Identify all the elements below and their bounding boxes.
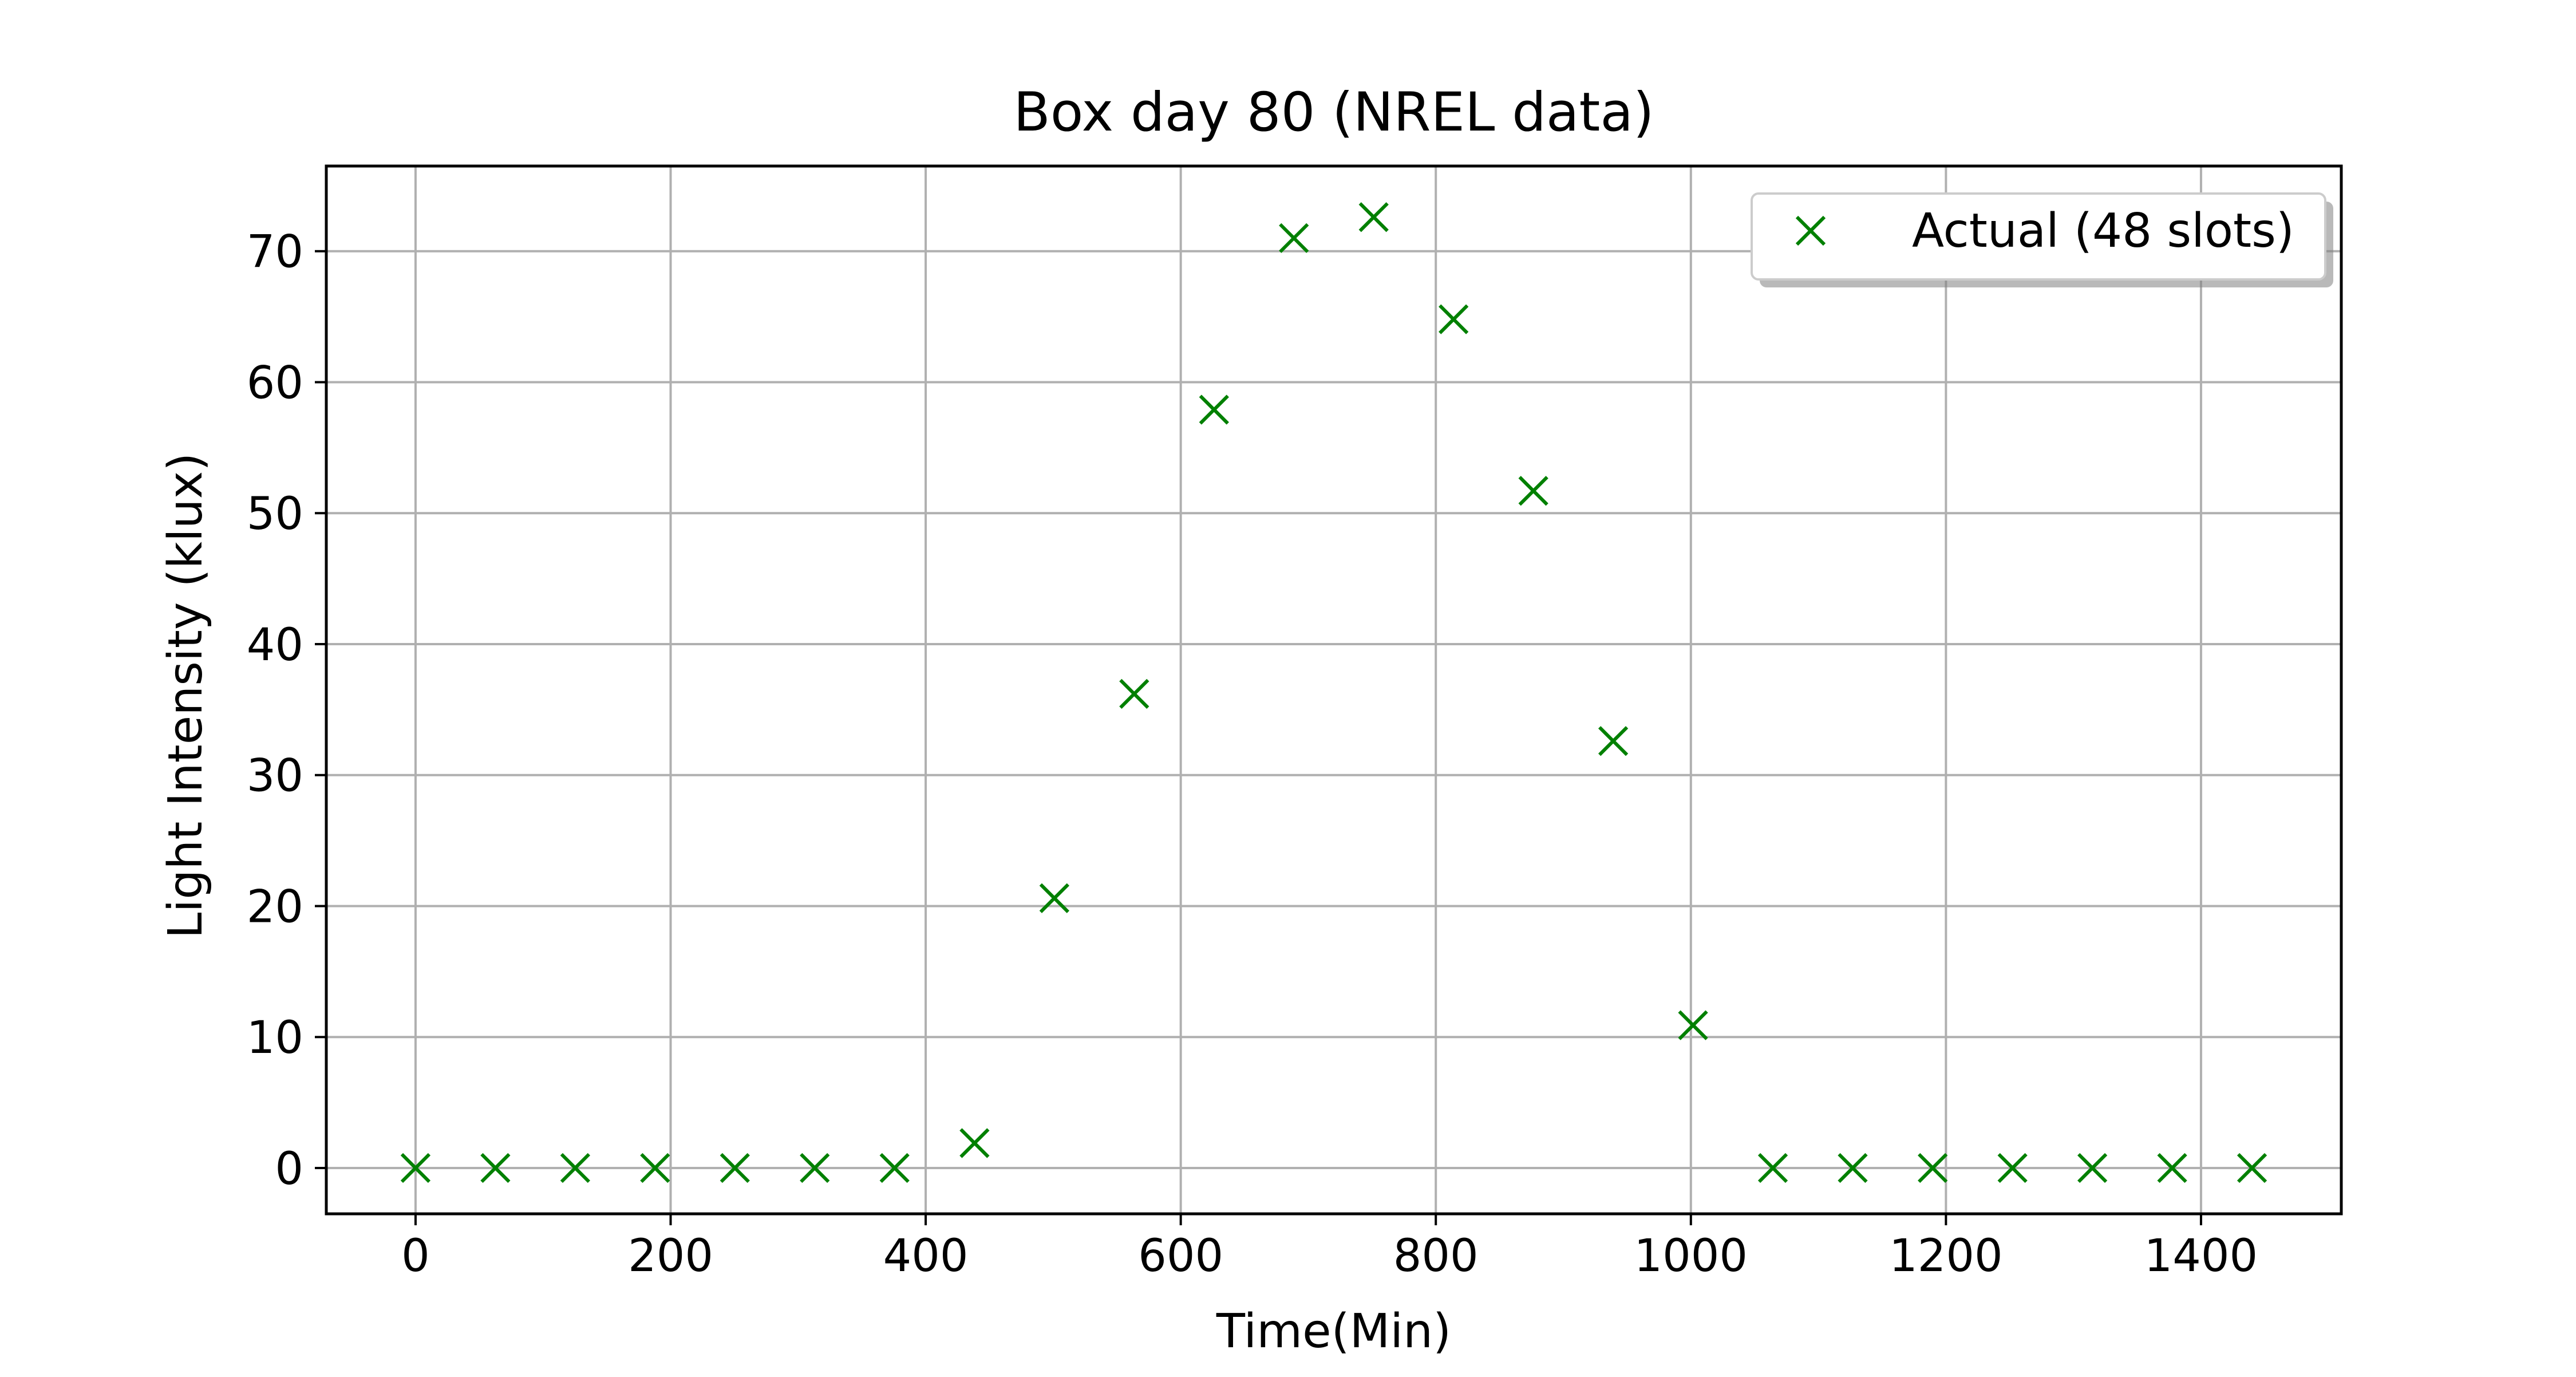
data-point	[560, 1153, 590, 1183]
x-tick-label: 1000	[1634, 1230, 1748, 1282]
grid-lines	[326, 166, 2341, 1214]
data-point	[1678, 1010, 1708, 1040]
x-tick-label: 400	[883, 1230, 969, 1282]
legend-marker-x	[1795, 215, 1826, 246]
y-tick-label: 30	[247, 751, 303, 802]
data-point	[1279, 223, 1309, 253]
data-point	[959, 1128, 990, 1158]
x-axis-label: Time(Min)	[1216, 1304, 1451, 1359]
chart-title: Box day 80 (NREL data)	[1013, 81, 1654, 144]
data-point	[1757, 1153, 1788, 1183]
y-tick-label: 40	[247, 620, 303, 671]
data-point	[1598, 726, 1629, 756]
data-point	[2157, 1153, 2187, 1183]
data-point	[1358, 202, 1389, 232]
axis-ticks: 0 200 400 600 800 1000 1200 1400 0 10 20 30 40 50 60 70	[247, 227, 2258, 1282]
data-point	[1119, 678, 1149, 709]
x-tick-label: 200	[628, 1230, 713, 1282]
data-point	[800, 1153, 830, 1183]
data-point	[720, 1153, 750, 1183]
data-point	[640, 1153, 670, 1183]
x-tick-label: 1400	[2144, 1230, 2258, 1282]
data-point	[1039, 883, 1069, 913]
data-point	[1997, 1153, 2028, 1183]
data-point	[2237, 1153, 2267, 1183]
data-point	[1518, 476, 1548, 506]
data-point	[879, 1153, 910, 1183]
legend-label: Actual (48 slots)	[1912, 204, 2294, 258]
y-tick-label: 10	[247, 1012, 303, 1064]
y-tick-label: 60	[247, 357, 303, 409]
legend-marker-x-icon	[1795, 215, 1826, 246]
data-point	[1838, 1153, 1868, 1183]
y-tick-label: 0	[275, 1143, 303, 1195]
data-point	[1918, 1153, 1948, 1183]
plot-area-frame	[325, 164, 2343, 1216]
data-point	[400, 1153, 431, 1183]
y-axis-label: Light Intensity (klux)	[159, 453, 213, 938]
data-point	[1439, 304, 1469, 334]
y-tick-label: 20	[247, 881, 303, 933]
data-point	[480, 1153, 511, 1183]
y-tick-label: 70	[247, 227, 303, 278]
x-tick-label: 600	[1138, 1230, 1223, 1282]
data-point	[2077, 1153, 2108, 1183]
legend: Actual (48 slots)	[1751, 192, 2333, 287]
legend-box	[1751, 192, 2326, 281]
x-tick-label: 0	[401, 1230, 430, 1282]
data-point	[1199, 394, 1229, 425]
x-tick-label: 1200	[1889, 1230, 2003, 1282]
data-points	[400, 202, 2267, 1183]
x-tick-label: 800	[1393, 1230, 1479, 1282]
y-tick-label: 50	[247, 488, 303, 540]
